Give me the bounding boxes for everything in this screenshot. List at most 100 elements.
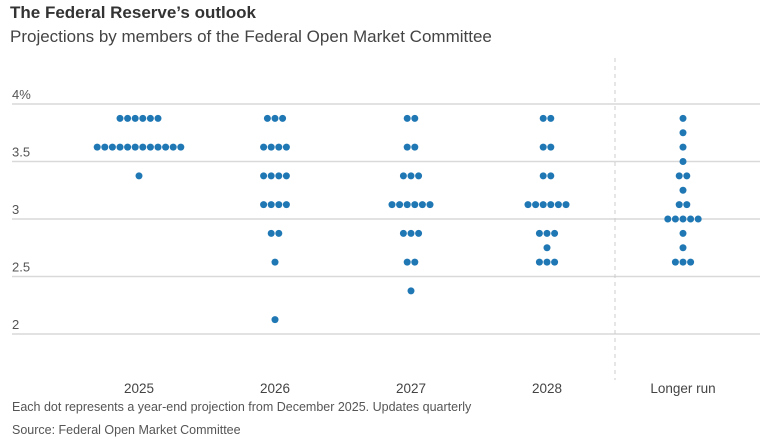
projection-dot bbox=[426, 201, 434, 209]
y-tick-label: 4% bbox=[12, 87, 31, 102]
projection-dot bbox=[539, 172, 547, 180]
chart-subtitle: Projections by members of the Federal Op… bbox=[10, 27, 492, 46]
y-tick-label: 2.5 bbox=[12, 260, 30, 275]
x-tick-label: Longer run bbox=[650, 381, 715, 396]
projection-dot bbox=[664, 215, 672, 223]
projection-dot bbox=[411, 143, 419, 151]
x-tick-label: 2027 bbox=[396, 381, 426, 396]
projection-dot bbox=[139, 114, 147, 122]
projection-dot bbox=[407, 229, 415, 237]
projection-dot bbox=[260, 143, 268, 151]
projection-dot bbox=[177, 143, 185, 151]
projection-dot bbox=[403, 143, 411, 151]
y-tick-label: 3.5 bbox=[12, 145, 30, 160]
projection-dot bbox=[539, 114, 547, 122]
chart-title: The Federal Reserve’s outlook bbox=[10, 3, 256, 22]
projection-dot bbox=[260, 172, 268, 180]
projection-dot bbox=[275, 143, 283, 151]
projection-dot bbox=[108, 143, 116, 151]
projection-dot bbox=[275, 172, 283, 180]
projection-dot bbox=[388, 201, 396, 209]
projection-dot bbox=[679, 258, 687, 266]
projection-dot bbox=[551, 258, 559, 266]
x-tick-label: 2028 bbox=[532, 381, 562, 396]
projection-dot bbox=[671, 215, 679, 223]
projection-dot bbox=[524, 201, 532, 209]
projection-dot bbox=[396, 201, 404, 209]
chart-note: Each dot represents a year-end projectio… bbox=[12, 400, 472, 414]
projection-dot bbox=[683, 201, 691, 209]
projection-dot bbox=[551, 229, 559, 237]
projection-dot bbox=[675, 201, 683, 209]
projection-dot bbox=[411, 201, 419, 209]
projection-dot bbox=[267, 229, 275, 237]
projection-dot bbox=[282, 143, 290, 151]
projection-dot bbox=[267, 143, 275, 151]
projection-dot bbox=[687, 215, 695, 223]
x-tick-label: 2025 bbox=[124, 381, 154, 396]
projection-dot bbox=[407, 172, 415, 180]
projection-dot bbox=[267, 201, 275, 209]
projection-dot bbox=[116, 114, 124, 122]
projection-dot bbox=[418, 201, 426, 209]
projection-dot bbox=[535, 229, 543, 237]
projection-dot bbox=[679, 129, 687, 137]
projection-dot bbox=[162, 143, 170, 151]
projection-dot bbox=[271, 258, 279, 266]
projection-dot bbox=[539, 143, 547, 151]
projection-dot bbox=[679, 158, 687, 165]
projection-dot bbox=[543, 244, 551, 252]
projection-dot bbox=[411, 258, 419, 266]
projection-dot bbox=[116, 143, 124, 151]
projection-dot bbox=[415, 172, 423, 180]
projection-dot bbox=[415, 229, 423, 237]
projection-dot bbox=[275, 201, 283, 209]
projection-dot bbox=[539, 201, 547, 209]
projection-dot bbox=[263, 114, 271, 122]
projection-dot bbox=[679, 215, 687, 223]
projection-dot bbox=[403, 114, 411, 122]
projection-dot bbox=[279, 114, 287, 122]
projection-dot bbox=[547, 172, 555, 180]
projection-dot bbox=[267, 172, 275, 180]
projection-dot bbox=[139, 143, 147, 151]
chart-source: Source: Federal Open Market Committee bbox=[12, 423, 241, 437]
projection-dot bbox=[282, 172, 290, 180]
projection-dot bbox=[275, 229, 283, 237]
projection-dot bbox=[675, 172, 683, 180]
projection-dot bbox=[124, 143, 132, 151]
projection-dot bbox=[146, 143, 154, 151]
projection-dot bbox=[403, 258, 411, 266]
projection-dot bbox=[543, 229, 551, 237]
projection-dot bbox=[271, 316, 279, 324]
projection-dot bbox=[532, 201, 540, 209]
projection-dot bbox=[671, 258, 679, 266]
projection-dot bbox=[101, 143, 109, 151]
dot-plot: 4% 3.5 3 2.5 2 2025 2026 2027 2028 Longer run bbox=[12, 58, 760, 396]
x-tick-label: 2026 bbox=[260, 381, 290, 396]
projection-dot bbox=[399, 229, 407, 237]
projection-dot bbox=[687, 258, 695, 266]
projection-dot bbox=[403, 201, 411, 209]
projection-dot bbox=[694, 215, 702, 223]
projection-dot bbox=[554, 201, 562, 209]
projection-dot bbox=[679, 229, 687, 237]
projection-dot bbox=[154, 114, 162, 122]
projection-dot bbox=[154, 143, 162, 151]
projection-dot bbox=[131, 143, 139, 151]
projection-dot bbox=[411, 114, 419, 122]
projection-dot bbox=[135, 172, 143, 180]
projection-dot bbox=[260, 201, 268, 209]
projection-dot bbox=[169, 143, 177, 151]
projection-dot bbox=[547, 143, 555, 151]
projection-dot bbox=[679, 114, 687, 122]
projection-dot bbox=[399, 172, 407, 180]
projection-dot bbox=[543, 258, 551, 266]
projection-dot bbox=[146, 114, 154, 122]
y-tick-label: 3 bbox=[12, 202, 19, 217]
y-tick-label: 2 bbox=[12, 317, 19, 332]
projection-dot bbox=[562, 201, 570, 209]
projection-dot bbox=[131, 114, 139, 122]
projection-dot bbox=[679, 244, 687, 252]
projection-dot bbox=[407, 287, 415, 295]
